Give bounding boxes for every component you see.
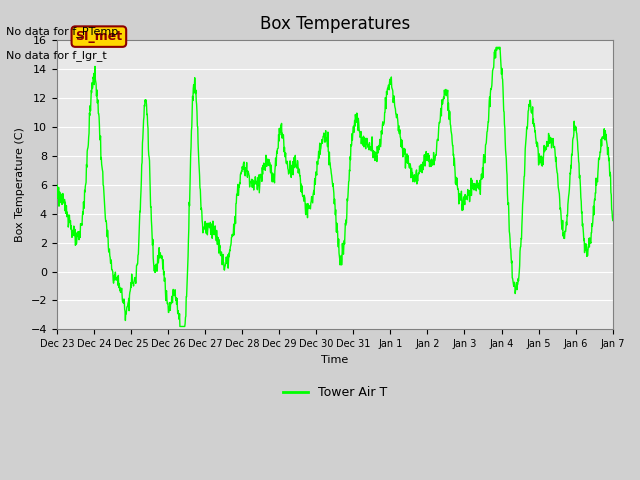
Legend: Tower Air T: Tower Air T — [278, 381, 392, 404]
Text: SI_met: SI_met — [76, 30, 122, 43]
Text: No data for f_PTemp: No data for f_PTemp — [6, 25, 118, 36]
Text: No data for f_lgr_t: No data for f_lgr_t — [6, 49, 107, 60]
Title: Box Temperatures: Box Temperatures — [260, 15, 410, 33]
X-axis label: Time: Time — [321, 355, 348, 365]
Y-axis label: Box Temperature (C): Box Temperature (C) — [15, 127, 25, 242]
